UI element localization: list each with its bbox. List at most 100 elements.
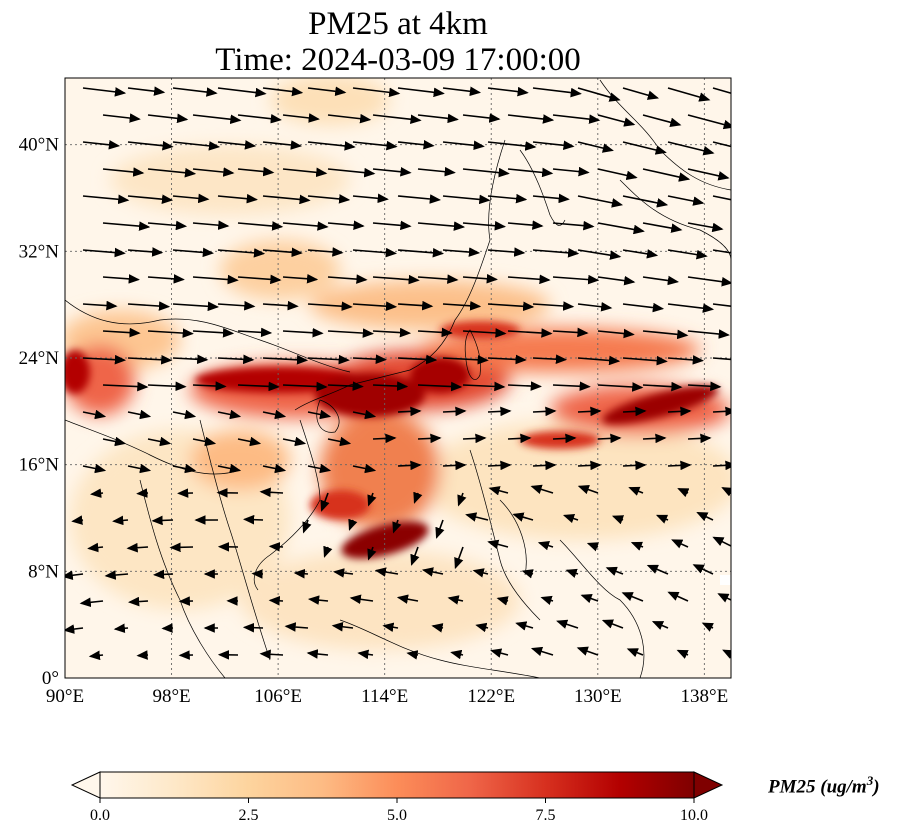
wind-arrow: [262, 194, 311, 205]
wind-arrow: [457, 492, 467, 507]
wind-arrow: [442, 355, 489, 365]
wind-arrow: [307, 247, 344, 257]
wind-arrow: [282, 436, 307, 447]
wind-arrow: [687, 114, 731, 130]
wind-arrow: [102, 436, 127, 447]
wind-arrow: [262, 463, 287, 474]
wind-arrow: [127, 140, 174, 151]
wind-arrow: [352, 247, 398, 258]
wind-arrow: [65, 570, 84, 581]
colorbar-label-close: ): [873, 776, 880, 798]
wind-arrow: [487, 193, 528, 204]
wind-arrow: [733, 223, 775, 231]
colorbar-tick-label: 10.0: [680, 807, 708, 824]
wind-arrow: [712, 460, 731, 471]
lon-tick-label: 106°E: [254, 686, 302, 707]
wind-arrow: [475, 622, 489, 633]
wind-arrow: [372, 327, 412, 338]
wind-arrow: [302, 519, 312, 534]
wind-arrow: [622, 87, 660, 100]
wind-arrow: [530, 484, 554, 494]
wind-arrow: [655, 514, 669, 524]
wind-arrow: [172, 141, 221, 151]
wind-arrow: [102, 274, 140, 284]
wind-arrow: [127, 247, 164, 257]
wind-arrow: [507, 114, 555, 124]
wind-arrow: [217, 193, 258, 204]
wind-arrow: [307, 301, 353, 312]
wind-arrow: [392, 519, 402, 534]
wind-arrow: [396, 594, 419, 604]
wind-arrow: [722, 649, 731, 659]
wind-arrow: [327, 328, 374, 338]
wind-arrow: [192, 381, 227, 391]
wind-arrow: [88, 650, 104, 661]
wind-arrow: [147, 328, 194, 338]
wind-arrow: [102, 327, 141, 338]
wind-arrow: [611, 515, 625, 525]
map-frame: [64, 77, 732, 679]
wind-arrow: [259, 649, 284, 660]
wind-arrow: [192, 220, 230, 230]
wind-arrow: [82, 409, 107, 420]
wind-arrow: [71, 515, 84, 525]
wind-arrow: [621, 592, 644, 602]
wind-arrow: [147, 220, 188, 231]
wind-arrow: [701, 622, 714, 632]
wind-arrow: [406, 650, 419, 660]
wind-arrow: [487, 539, 509, 550]
wind-arrow: [397, 139, 435, 150]
wind-arrow: [282, 381, 328, 392]
wind-arrow: [172, 247, 215, 258]
wind-arrow: [577, 355, 621, 366]
wind-arrow: [192, 436, 217, 447]
wind-arrow: [507, 381, 542, 391]
wind-arrow: [421, 567, 444, 577]
wind-arrow: [487, 86, 529, 97]
wind-arrow: [687, 433, 712, 444]
wind-arrow: [268, 596, 284, 606]
wind-arrow: [532, 460, 557, 471]
wind-arrow: [417, 274, 459, 284]
wind-arrow: [447, 595, 464, 605]
wind-arrow: [465, 512, 489, 522]
wind-arrow: [442, 406, 467, 417]
wind-arrow: [397, 87, 445, 98]
wind-arrow: [417, 433, 442, 444]
wind-arrow: [374, 567, 399, 577]
wind-arrow: [431, 623, 444, 633]
wind-arrow: [521, 569, 534, 579]
wind-arrow: [282, 273, 319, 284]
wind-arrow: [507, 167, 554, 178]
wind-arrow: [490, 648, 509, 658]
wind-arrow: [82, 354, 127, 365]
wind-arrow: [397, 460, 422, 471]
wind-arrow: [397, 300, 434, 311]
wind-arrow: [320, 492, 330, 512]
lon-tick-label: 130°E: [574, 686, 622, 707]
wind-arrow: [352, 463, 377, 474]
wind-arrow: [442, 140, 485, 151]
wind-arrow: [515, 621, 534, 631]
wind-arrow: [323, 545, 333, 558]
wind-arrow: [192, 167, 235, 177]
wind-arrow: [577, 301, 613, 312]
colorbar-tick-label: 2.5: [239, 807, 259, 824]
wind-arrow: [552, 274, 600, 285]
wind-arrow: [532, 354, 568, 364]
wind-arrow: [82, 194, 130, 205]
wind-arrow: [597, 275, 636, 286]
wind-arrow: [349, 594, 374, 605]
wind-arrow: [306, 649, 329, 659]
wind-arrow: [646, 564, 669, 575]
wind-arrow: [262, 409, 287, 420]
wind-arrow: [82, 300, 118, 311]
wind-arrow: [242, 622, 264, 633]
wind-arrow: [127, 463, 152, 474]
wind-arrow: [667, 591, 689, 602]
wind-arrow: [237, 166, 275, 177]
title-line-1: PM25 at 4km: [308, 6, 488, 42]
wind-arrow: [172, 87, 218, 97]
wind-arrow: [687, 381, 722, 392]
wind-arrow: [327, 381, 364, 391]
